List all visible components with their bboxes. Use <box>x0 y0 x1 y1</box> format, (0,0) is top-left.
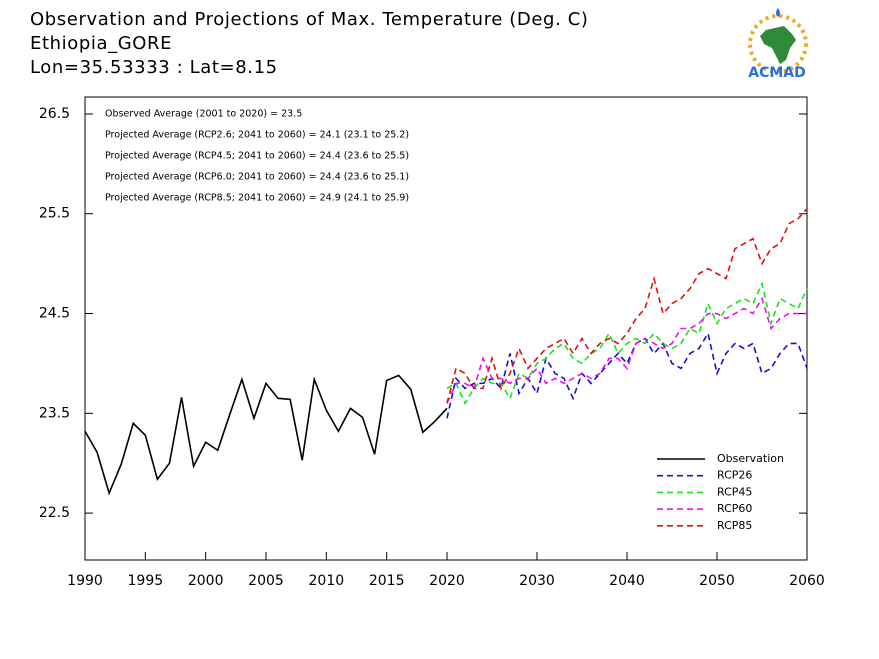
chart-subtitle: Ethiopia_GORE <box>30 33 172 54</box>
logo: ACMAD <box>748 8 808 81</box>
legend-label: RCP26 <box>717 469 752 482</box>
annotation: Projected Average (RCP4.5; 2041 to 2060)… <box>105 151 409 162</box>
annotation: Projected Average (RCP6.0; 2041 to 2060)… <box>105 172 409 183</box>
chart-title: Observation and Projections of Max. Temp… <box>30 9 589 30</box>
data-line <box>446 281 808 406</box>
x-tick-label: 2015 <box>369 573 405 589</box>
y-tick-label: 22.5 <box>39 505 70 521</box>
data-line <box>446 296 807 404</box>
x-tick-label: 2040 <box>609 573 645 589</box>
logo-text: ACMAD <box>748 65 806 81</box>
annotation: Observed Average (2001 to 2020) = 23.5 <box>105 109 302 120</box>
legend-label: RCP85 <box>717 519 752 532</box>
data-line <box>446 208 808 404</box>
legend-label: Observation <box>717 452 784 465</box>
data-line <box>84 374 448 496</box>
chart-subtitle: Lon=35.53333 : Lat=8.15 <box>30 57 278 78</box>
x-tick-label: 1990 <box>67 573 103 589</box>
annotation: Projected Average (RCP2.6; 2041 to 2060)… <box>105 130 409 141</box>
y-tick-label: 26.5 <box>39 106 70 122</box>
legend-label: RCP60 <box>717 502 752 515</box>
plot-frame <box>84 96 808 561</box>
x-tick-label: 2005 <box>248 573 284 589</box>
x-tick-label: 2020 <box>429 573 465 589</box>
x-tick-label: 2060 <box>789 573 825 589</box>
data-line <box>446 331 808 419</box>
legend-label: RCP45 <box>717 485 752 498</box>
y-tick-label: 25.5 <box>39 206 70 222</box>
x-tick-label: 1995 <box>128 573 164 589</box>
x-tick-label: 2050 <box>699 573 735 589</box>
x-tick-label: 2000 <box>188 573 224 589</box>
annotation: Projected Average (RCP8.5; 2041 to 2060)… <box>105 193 409 204</box>
y-tick-label: 24.5 <box>39 306 70 322</box>
x-tick-label: 2030 <box>519 573 555 589</box>
y-tick-label: 23.5 <box>39 405 70 421</box>
x-tick-label: 2010 <box>309 573 345 589</box>
